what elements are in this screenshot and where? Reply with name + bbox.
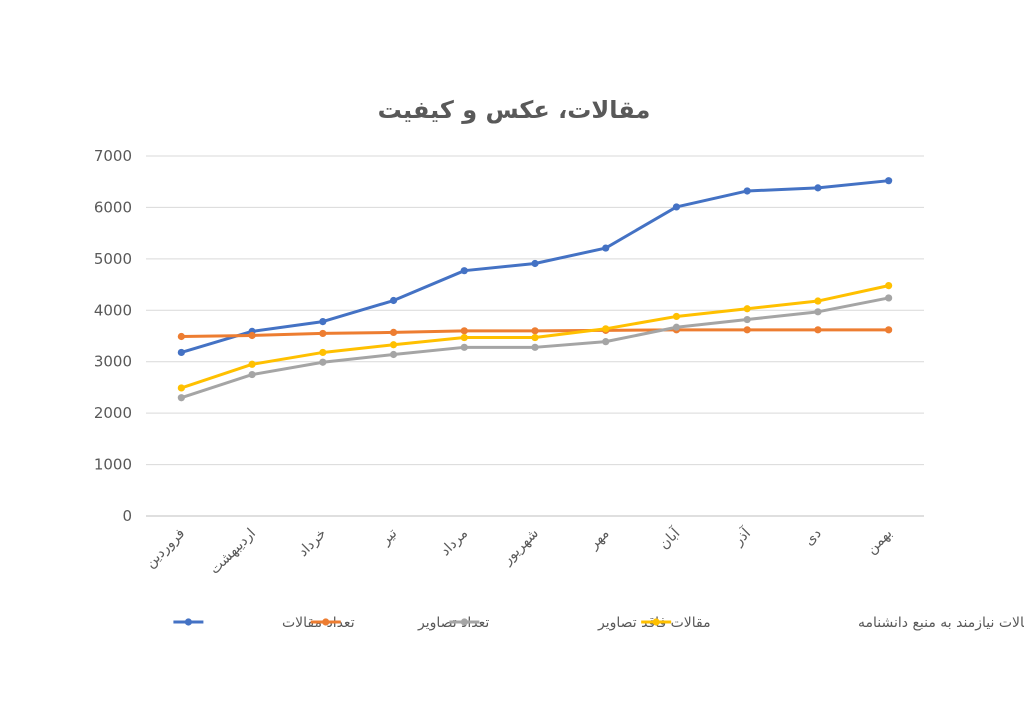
data-point xyxy=(177,332,185,341)
x-tick-label: آذر xyxy=(729,524,754,549)
y-axis-tick-labels: 0 1000 2000 3000 4000 5000 6000 7000 xyxy=(94,147,132,525)
y-tick-label: 1000 xyxy=(94,456,132,474)
data-point xyxy=(319,358,327,366)
data-point xyxy=(460,333,468,342)
data-point xyxy=(814,297,822,305)
y-tick-label: 6000 xyxy=(94,198,132,216)
x-tick-label: دی xyxy=(801,526,824,549)
data-point xyxy=(743,326,751,334)
data-point xyxy=(319,348,327,357)
series-4 xyxy=(177,282,893,392)
data-point xyxy=(672,323,681,331)
data-point xyxy=(177,348,185,357)
x-tick-label: اردیبهشت xyxy=(207,526,259,578)
data-point xyxy=(743,187,751,195)
data-point xyxy=(885,326,893,334)
data-point xyxy=(885,294,893,302)
series-lines xyxy=(177,177,893,402)
series-1 xyxy=(177,177,893,357)
data-point xyxy=(248,360,256,368)
data-point xyxy=(672,312,681,321)
data-point xyxy=(885,177,893,185)
legend-swatch-marker xyxy=(652,618,660,626)
x-tick-label: فروردین xyxy=(142,526,188,572)
data-point xyxy=(602,338,610,346)
data-point xyxy=(743,315,751,324)
data-point xyxy=(460,343,468,351)
data-point xyxy=(177,394,185,402)
legend-label: مقالات نیازمند به منبع دانشنامه xyxy=(858,615,1024,631)
y-tick-label: 5000 xyxy=(94,250,132,268)
data-point xyxy=(389,328,398,336)
x-tick-label: آبان xyxy=(655,524,684,553)
x-axis-tick-labels: فروردین اردیبهشت خرداد تیر مرداد شهریور مهر آبا… xyxy=(142,524,895,578)
data-point xyxy=(531,259,539,268)
x-tick-label: تیر xyxy=(377,525,400,548)
x-tick-label: بهمن xyxy=(864,526,896,558)
data-point xyxy=(885,282,893,290)
data-point xyxy=(602,325,610,333)
data-point xyxy=(814,184,822,192)
data-point xyxy=(814,308,822,316)
data-point xyxy=(672,203,681,211)
data-point xyxy=(389,350,398,359)
x-tick-label: شهریور xyxy=(499,526,542,569)
x-tick-label: خرداد xyxy=(295,526,329,560)
legend-swatch-marker xyxy=(322,618,330,626)
chart-title: مقالات، عکس و کیفیت xyxy=(378,96,651,124)
x-tick-label: مرداد xyxy=(437,526,471,560)
data-point xyxy=(743,305,751,313)
y-tick-label: 2000 xyxy=(94,404,132,422)
legend-swatch-marker xyxy=(184,618,193,626)
y-tick-label: 7000 xyxy=(94,147,132,165)
data-point xyxy=(531,333,539,342)
data-point xyxy=(177,384,185,392)
data-point xyxy=(531,343,539,351)
y-tick-label: 4000 xyxy=(94,301,132,319)
legend-entry: مقالات نیازمند به منبع دانشنامه xyxy=(641,615,1024,631)
data-point xyxy=(814,326,822,334)
y-tick-label: 0 xyxy=(122,507,132,525)
data-point xyxy=(460,327,468,335)
data-point xyxy=(602,244,610,252)
data-point xyxy=(319,329,327,338)
legend-swatch-marker xyxy=(460,618,468,626)
x-tick-label: مهر xyxy=(585,526,612,553)
data-point xyxy=(389,296,398,305)
y-tick-label: 3000 xyxy=(94,353,132,371)
data-point xyxy=(248,370,256,379)
data-point xyxy=(319,318,327,326)
data-point xyxy=(531,327,539,335)
series-3 xyxy=(177,294,893,402)
data-point xyxy=(460,267,468,275)
data-point xyxy=(248,331,256,340)
data-point xyxy=(389,341,398,349)
